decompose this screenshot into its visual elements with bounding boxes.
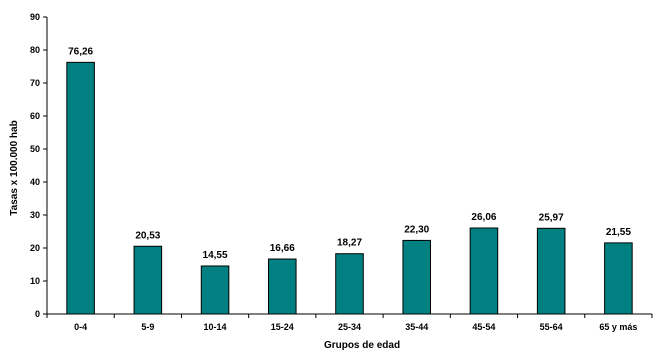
y-tick-label: 70 [30,78,40,88]
data-label: 21,55 [606,227,631,238]
x-tick-label: 10-14 [204,322,227,332]
y-tick-label: 50 [30,144,40,154]
y-tick-label: 40 [30,177,40,187]
x-tick-label: 55-64 [540,322,563,332]
y-tick-label: 20 [30,243,40,253]
x-tick-label: 25-34 [338,322,361,332]
y-tick-label: 60 [30,111,40,121]
y-axis-title: Tasas x 100.000 hab [9,120,20,215]
y-tick-label: 0 [35,309,40,319]
data-label: 76,26 [68,46,93,57]
bar-5-9 [133,245,163,315]
data-labels: 76,26 20,53 14,55 16,66 18,27 22,30 26,06 25,97… [68,46,631,261]
x-tick-label: 45-54 [472,322,495,332]
x-axis: 0-4 5-9 10-14 15-24 25-34 35-44 45-54 55-64 65 y… [46,313,653,332]
bar-35-44 [402,239,432,315]
x-tick-label: 0-4 [74,322,87,332]
x-tick-label: 35-44 [405,322,428,332]
y-axis: 0 10 20 30 40 50 60 70 80 90 [30,12,48,319]
bars [66,61,633,315]
data-label: 26,06 [471,212,496,223]
bar-15-24 [267,258,297,315]
y-tick-label: 10 [30,276,40,286]
y-tick-label: 80 [30,45,40,55]
data-label: 18,27 [337,238,362,249]
data-label: 14,55 [203,250,228,261]
data-label: 22,30 [404,224,429,235]
y-tick-label: 90 [30,12,40,22]
bar-65-y-más [604,242,633,315]
data-label: 25,97 [539,212,564,223]
bar-25-34 [335,253,364,315]
x-tick-label: 5-9 [141,322,154,332]
bar-55-64 [536,227,566,315]
data-label: 16,66 [270,243,295,254]
y-tick-label: 30 [30,210,40,220]
x-tick-label: 15-24 [271,322,294,332]
x-axis-title: Grupos de edad [324,340,400,351]
bar-45-54 [469,227,499,315]
x-tick-label: 65 y más [599,322,637,332]
data-label: 20,53 [135,230,160,241]
bar-10-14 [200,265,230,315]
bar-0-4 [66,61,95,315]
